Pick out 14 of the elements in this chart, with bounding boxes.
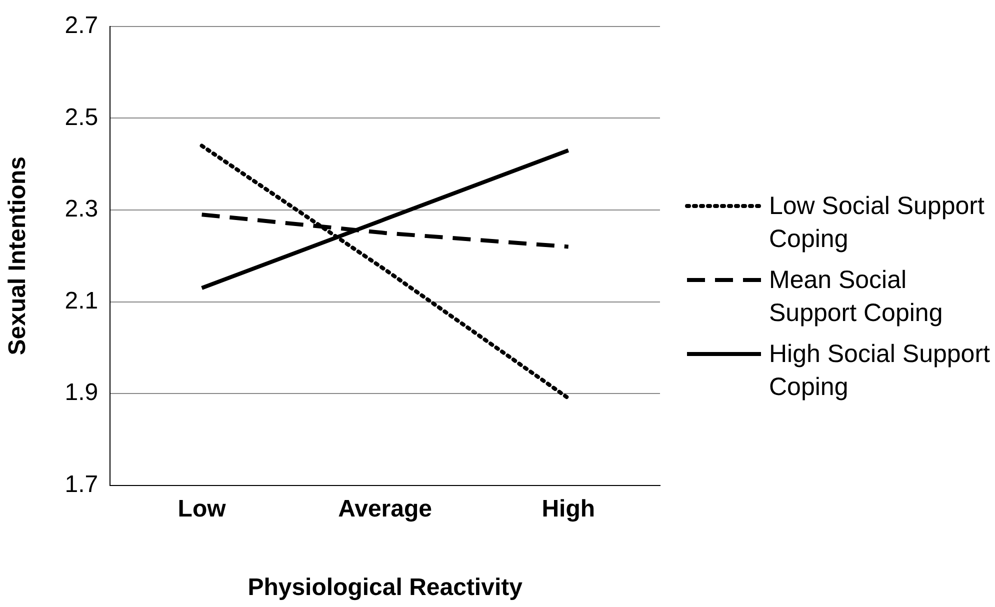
y-tick-label: 2.1: [64, 287, 98, 314]
y-tick-label: 2.7: [64, 12, 98, 40]
x-tick-label: Average: [338, 495, 432, 522]
y-tick-label: 2.3: [64, 196, 98, 223]
y-tick-label: 1.9: [64, 379, 98, 406]
legend-label: Mean Social Support Coping: [769, 265, 944, 329]
x-axis-title: Physiological Reactivity: [248, 574, 524, 602]
x-tick-label: High: [542, 495, 596, 522]
y-tick-label: 1.7: [64, 471, 98, 498]
x-tick-label: Low: [178, 495, 226, 522]
y-tick-label: 2.5: [64, 104, 98, 131]
legend-label: Low Social Support Coping: [769, 191, 986, 255]
y-axis-title: Sexual Intentions: [4, 156, 32, 356]
legend-label: High Social Support Coping: [769, 339, 991, 403]
